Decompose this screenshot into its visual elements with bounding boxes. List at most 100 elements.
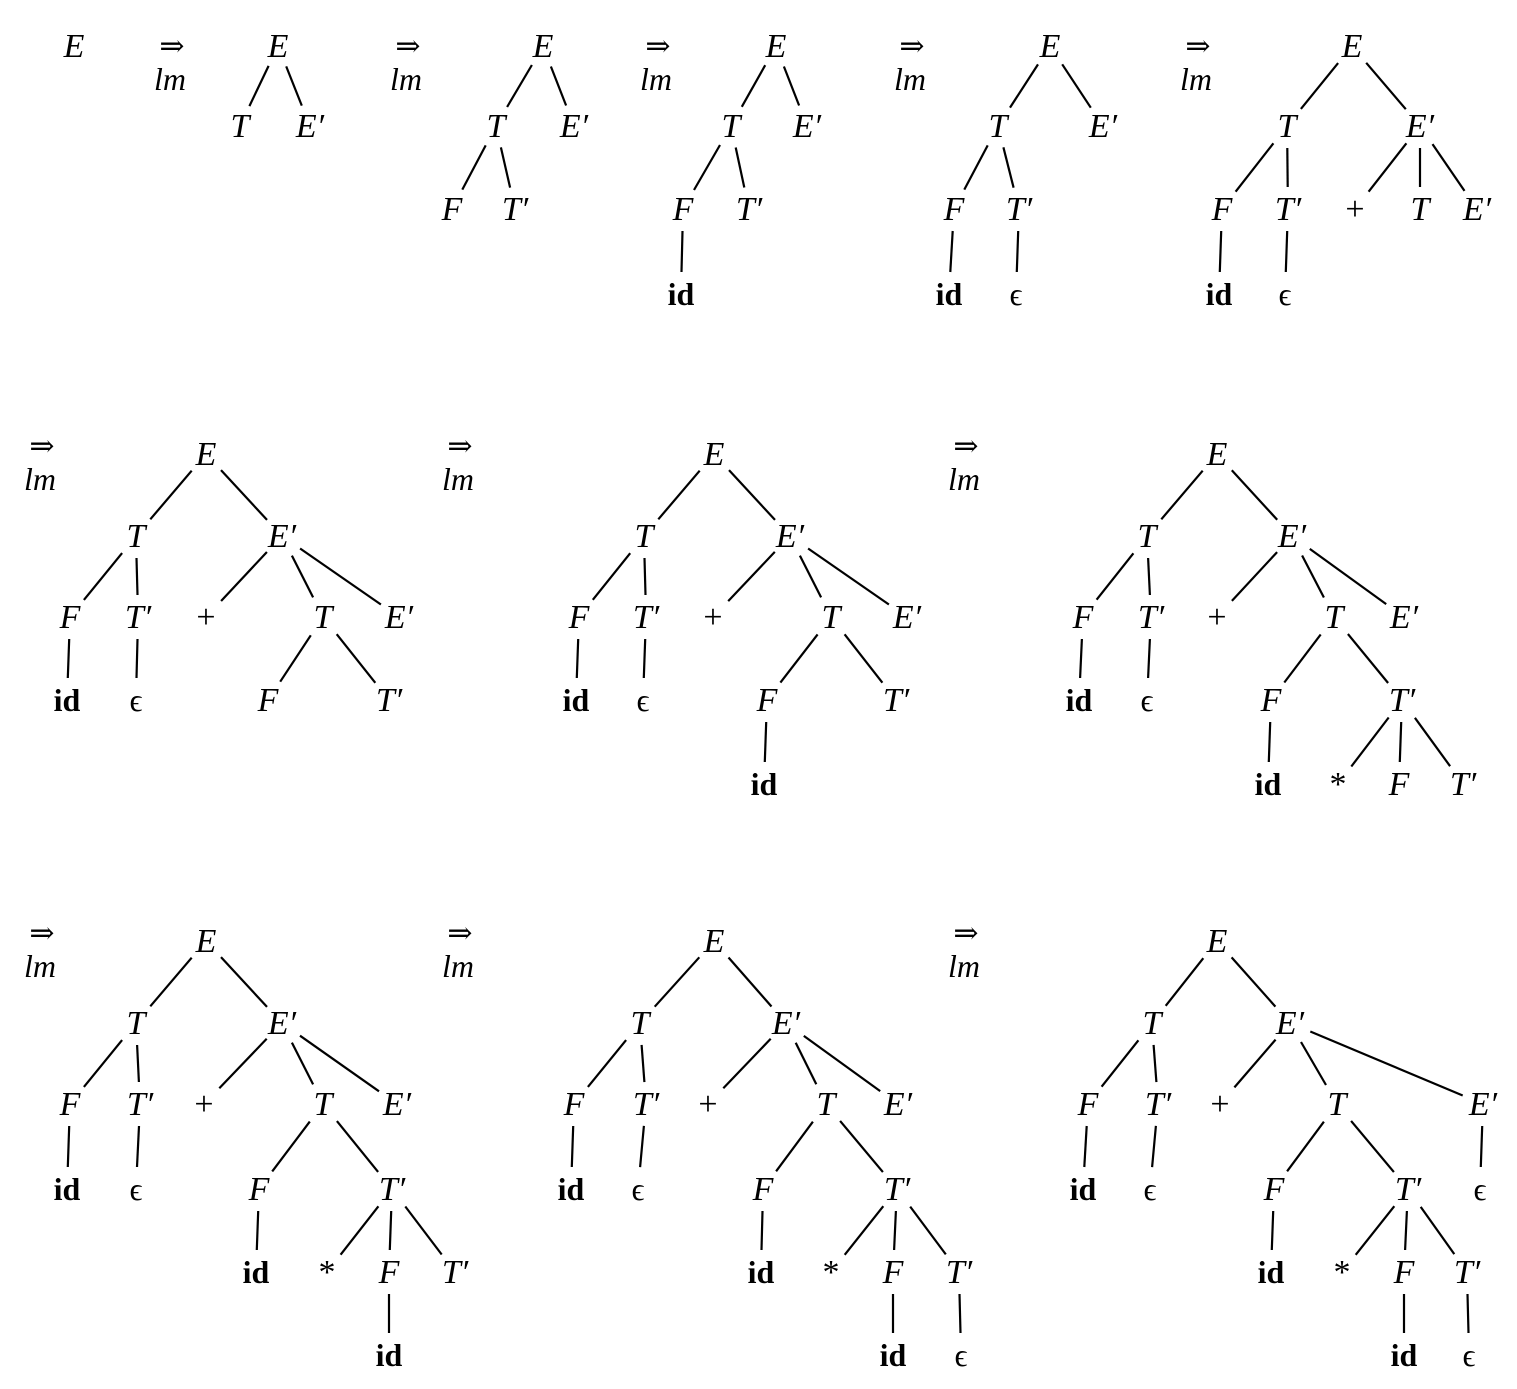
node-E-prime: E′ bbox=[775, 518, 805, 555]
node-id: id bbox=[54, 682, 81, 718]
tree-edge bbox=[390, 1211, 391, 1250]
arrow-subscript: lm bbox=[1180, 61, 1212, 97]
tree-edge bbox=[1062, 64, 1091, 107]
tree-edge bbox=[68, 1126, 69, 1167]
tree-edge bbox=[1102, 1040, 1139, 1086]
tree-edge bbox=[1284, 635, 1320, 683]
tree-edge bbox=[780, 634, 817, 682]
node-E-prime: E′ bbox=[892, 599, 922, 636]
tree-edge bbox=[1236, 143, 1274, 191]
node-T: T bbox=[1328, 1086, 1349, 1123]
node-T: T bbox=[631, 1005, 652, 1042]
node-F: F bbox=[378, 1254, 401, 1291]
node-E: E bbox=[63, 28, 85, 65]
node-T-prime: T′ bbox=[379, 1171, 406, 1208]
node-E-prime: E′ bbox=[267, 1005, 297, 1042]
double-arrow-icon: ⇒ bbox=[29, 430, 54, 463]
arrow-subscript: lm bbox=[640, 61, 672, 97]
tree-edge bbox=[1356, 1206, 1395, 1255]
node-star: * bbox=[823, 1254, 840, 1291]
node-T: T bbox=[127, 1005, 148, 1042]
node-F: F bbox=[752, 1171, 775, 1208]
node-epsilon: ϵ bbox=[1279, 276, 1292, 312]
node-T: T bbox=[822, 599, 843, 636]
tree-edge bbox=[405, 1207, 441, 1255]
tree-edge bbox=[337, 634, 376, 683]
tree-edge bbox=[960, 1294, 961, 1333]
lm-derivation-arrow: ⇒lm bbox=[1180, 30, 1212, 97]
tree-edge bbox=[796, 1043, 817, 1085]
node-star: * bbox=[319, 1254, 336, 1291]
node-T: T bbox=[1138, 518, 1159, 555]
node-T-prime: T′ bbox=[376, 682, 403, 719]
tree-edge bbox=[1287, 1122, 1324, 1172]
node-T: T bbox=[231, 108, 252, 145]
node-T-prime: T′ bbox=[1395, 1171, 1422, 1208]
tree-edge bbox=[272, 1122, 310, 1172]
tree-edge bbox=[1154, 1045, 1157, 1082]
double-arrow-icon: ⇒ bbox=[395, 30, 420, 63]
node-E: E bbox=[703, 436, 725, 473]
tree-edge bbox=[1481, 1126, 1482, 1167]
node-plus: + bbox=[1345, 191, 1364, 228]
tree-edge bbox=[1234, 1040, 1275, 1088]
tree-edge bbox=[645, 558, 646, 595]
node-T-prime: T′ bbox=[1275, 191, 1302, 228]
node-T: T bbox=[1325, 599, 1346, 636]
tree-edge bbox=[1166, 958, 1204, 1006]
tree-edge bbox=[655, 957, 700, 1006]
lm-derivation-arrow: ⇒lm bbox=[894, 30, 926, 97]
node-epsilon: ϵ bbox=[955, 1337, 968, 1373]
double-arrow-icon: ⇒ bbox=[447, 430, 472, 463]
tree-edge bbox=[728, 552, 775, 601]
node-E: E bbox=[195, 923, 217, 960]
tree-edge bbox=[723, 1039, 770, 1088]
node-E-prime: E′ bbox=[1088, 108, 1118, 145]
tree-edge bbox=[286, 66, 302, 105]
tree-edge bbox=[507, 65, 532, 107]
node-id: id bbox=[751, 766, 778, 802]
node-E-prime: E′ bbox=[792, 108, 822, 145]
node-plus: + bbox=[698, 1086, 717, 1123]
tree-edge bbox=[257, 1211, 258, 1250]
node-F: F bbox=[672, 191, 695, 228]
tree-edge bbox=[1301, 63, 1338, 109]
tree-edge bbox=[249, 66, 268, 106]
lm-derivation-arrow: ⇒lm bbox=[154, 30, 186, 97]
tree-edge bbox=[137, 639, 138, 678]
node-T: T bbox=[314, 599, 335, 636]
tree-edge bbox=[1080, 639, 1082, 678]
node-epsilon: ϵ bbox=[130, 1171, 143, 1207]
node-F: F bbox=[1263, 1171, 1286, 1208]
node-T: T bbox=[722, 108, 743, 145]
node-F: F bbox=[59, 599, 82, 636]
tree-edge bbox=[1269, 722, 1270, 762]
node-plus: + bbox=[1207, 599, 1226, 636]
tree-edge bbox=[593, 553, 630, 600]
tree-edge bbox=[1351, 718, 1388, 767]
tree-edge bbox=[1310, 549, 1386, 604]
node-E-prime: E′ bbox=[1468, 1086, 1498, 1123]
node-E-prime: E′ bbox=[267, 518, 297, 555]
node-T-prime: T′ bbox=[127, 1086, 154, 1123]
tree-edge bbox=[501, 147, 510, 187]
tree-edge bbox=[137, 1045, 139, 1082]
node-T-prime: T′ bbox=[1145, 1086, 1172, 1123]
tree-edge bbox=[765, 722, 766, 762]
tree-edge bbox=[729, 958, 772, 1007]
node-F: F bbox=[257, 682, 280, 719]
node-id: id bbox=[880, 1337, 907, 1373]
node-id: id bbox=[1206, 276, 1233, 312]
tree-edge bbox=[1148, 639, 1150, 678]
node-T-prime: T′ bbox=[946, 1254, 973, 1291]
tree-edge bbox=[840, 1121, 883, 1172]
node-F: F bbox=[882, 1254, 905, 1291]
lm-derivation-arrow: ⇒lm bbox=[24, 430, 56, 497]
tree-edge bbox=[800, 556, 821, 598]
tree-edge bbox=[150, 958, 191, 1007]
tree-edge bbox=[1084, 1126, 1086, 1167]
